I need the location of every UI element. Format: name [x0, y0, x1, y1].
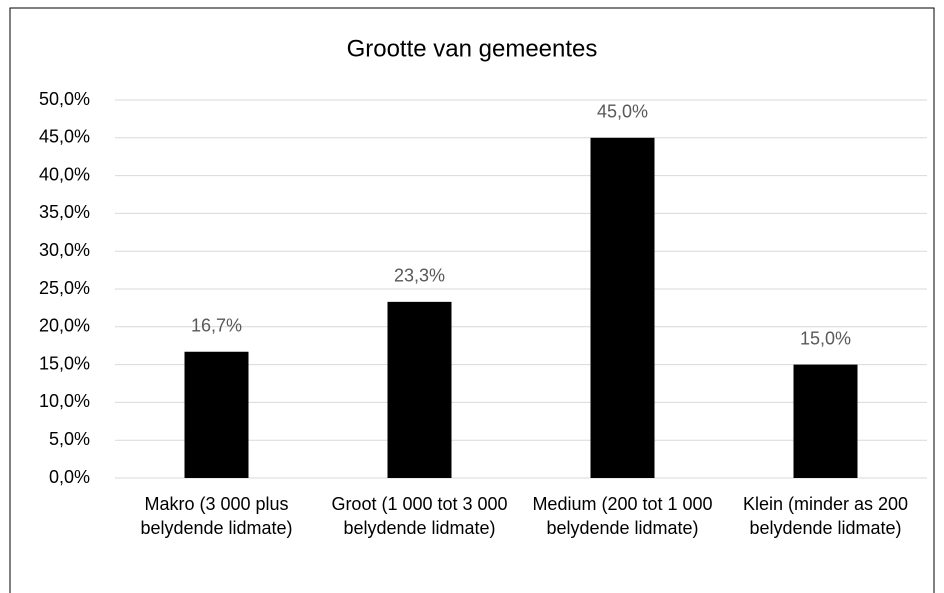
x-tick-label-box: Groot (1 000 tot 3 000 belydende lidmate…	[331, 494, 508, 538]
x-tick-label-box: Makro (3 000 plus belydende lidmate)	[140, 494, 293, 538]
x-tick-label: Klein (minder as 200 belydende lidmate)	[742, 494, 909, 538]
bar	[387, 301, 452, 478]
y-tick-label: 15,0%	[39, 353, 90, 373]
chart-title: Grootte van gemeentes	[347, 35, 598, 62]
y-tick-label: 35,0%	[39, 202, 90, 222]
x-tick-label: Makro (3 000 plus belydende lidmate)	[140, 494, 293, 538]
y-tick-label: 30,0%	[39, 240, 90, 260]
bar	[590, 137, 655, 479]
value-label: 15,0%	[800, 328, 851, 348]
y-tick-label: 25,0%	[39, 278, 90, 298]
bar	[793, 364, 858, 478]
y-tick-label: 10,0%	[39, 391, 90, 411]
x-tick-label: Medium (200 tot 1 000 belydende lidmate)	[532, 494, 713, 538]
x-tick-label: Groot (1 000 tot 3 000 belydende lidmate…	[331, 494, 508, 538]
x-tick-label-box: Klein (minder as 200 belydende lidmate)	[742, 494, 909, 538]
value-label: 16,7%	[191, 315, 242, 335]
y-tick-label: 5,0%	[49, 429, 90, 449]
y-tick-label: 0,0%	[49, 467, 90, 487]
y-tick-label: 20,0%	[39, 316, 90, 336]
bar	[184, 351, 249, 478]
y-tick-label: 45,0%	[39, 127, 90, 147]
chart-frame	[9, 7, 935, 593]
y-tick-label: 50,0%	[39, 89, 90, 109]
value-label: 23,3%	[394, 266, 445, 286]
y-tick-label: 40,0%	[39, 164, 90, 184]
x-tick-label-box: Medium (200 tot 1 000 belydende lidmate)	[532, 494, 713, 538]
value-label: 45,0%	[597, 102, 648, 122]
